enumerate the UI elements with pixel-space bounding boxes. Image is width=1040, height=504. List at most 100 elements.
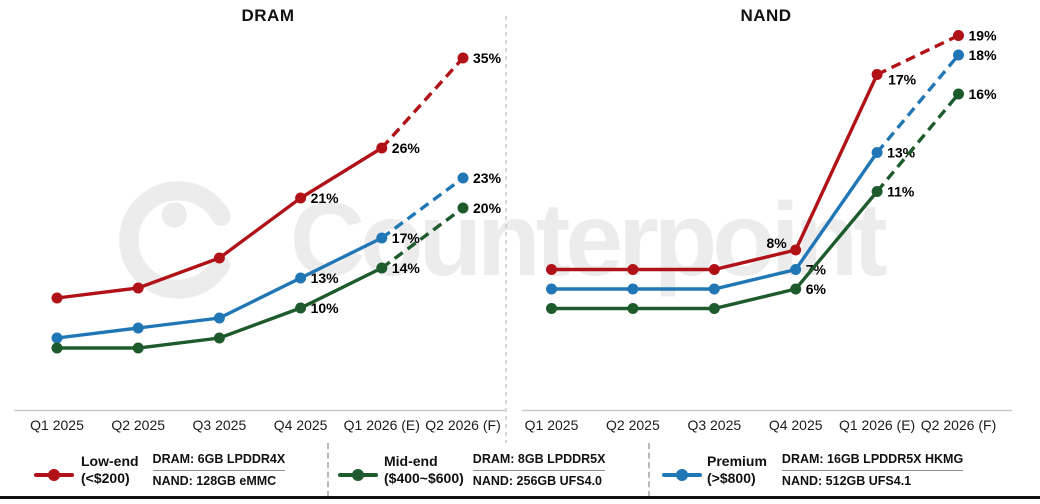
premium-data-point (871, 147, 883, 158)
bottom-divider (0, 495, 1040, 499)
mid-end-data-label: 11% (887, 184, 915, 200)
mid-end-dot-icon (352, 469, 364, 481)
x-axis-label: Q4 2025 (769, 417, 823, 433)
mid-end-data-label: 20% (473, 200, 502, 216)
panel-nand: Q1 2025 Q2 2025 Q3 2025 Q4 2025 Q1 2026 (E) Q… (522, 28, 1012, 433)
mid-end-data-point (132, 342, 144, 354)
premium-data-point (295, 272, 307, 284)
legend-tier-premium: Premium (>$800) (707, 453, 767, 488)
x-axis-label: Q1 2026 (E) (344, 417, 420, 433)
legend-dram-spec: DRAM: 6GB LPDDR4X (152, 452, 286, 471)
mid-end-data-point (213, 332, 225, 344)
x-axis-label: Q1 2026 (E) (839, 417, 915, 433)
low-end-line-actual (551, 73, 879, 272)
x-axis-label: Q2 2026 (F) (425, 417, 500, 433)
mid-end-data-label: 14% (392, 260, 421, 276)
x-axis-label: Q4 2025 (274, 417, 328, 433)
premium-data-point (708, 283, 720, 295)
low-end-data-point (132, 282, 144, 294)
legend-entry-mid-end: Mid-end ($400~$600) DRAM: 8GB LPDDR5X NA… (327, 443, 648, 497)
low-end-data-label: 19% (969, 28, 998, 44)
x-axis-label: Q3 2025 (687, 417, 741, 433)
legend-tier-name: Mid-end (384, 452, 438, 469)
mid-end-data-label: 16% (969, 86, 998, 102)
x-axis-label: Q2 2025 (606, 417, 660, 433)
premium-data-label: 18% (969, 47, 998, 63)
mid-end-data-point (627, 303, 639, 314)
legend-nand-spec: NAND: 256GB UFS4.0 (472, 473, 602, 488)
mid-end-data-point (51, 342, 63, 354)
premium-line-forecast (380, 176, 465, 240)
mid-end-data-point (457, 202, 469, 214)
panel-dram: Q1 2025 Q2 2025 Q3 2025 Q4 2025 Q1 2026 (E) Q… (14, 50, 505, 433)
low-end-series-marker-icon (34, 469, 74, 481)
legend-tier-mid-end: Mid-end ($400~$600) (384, 453, 464, 488)
low-end-data-label: 17% (888, 72, 917, 88)
legend-tier-range: (>$800) (707, 470, 756, 486)
mid-end-data-point (546, 303, 557, 314)
low-end-data-point (51, 292, 63, 304)
low-end-data-point (790, 244, 802, 256)
premium-data-point (790, 264, 802, 275)
low-end-data-label: 26% (392, 140, 421, 156)
low-end-dot-icon (48, 469, 60, 481)
mid-end-series-marker-icon (338, 469, 378, 481)
mid-end-data-point (376, 262, 388, 274)
legend-tier-low-end: Low-end (<$200) (81, 453, 139, 488)
mid-end-line-forecast (875, 92, 960, 193)
premium-data-point (627, 283, 639, 295)
legend-nand-spec: NAND: 128GB eMMC (152, 473, 277, 488)
legend-spec-mid-end: DRAM: 8GB LPDDR5X NAND: 256GB UFS4.0 (472, 452, 606, 488)
mid-end-line-forecast (380, 206, 465, 270)
premium-data-point (132, 322, 144, 334)
premium-data-label: 13% (311, 270, 340, 286)
x-axis-label: Q1 2025 (30, 417, 84, 433)
legend-tier-name: Low-end (81, 452, 139, 469)
legend-spec-low-end: DRAM: 6GB LPDDR4X NAND: 128GB eMMC (152, 452, 286, 488)
low-end-data-label: 21% (311, 190, 340, 206)
mid-end-data-label: 6% (806, 281, 827, 297)
premium-line-forecast (875, 53, 960, 154)
premium-data-point (51, 332, 63, 344)
x-axis-label: Q2 2026 (F) (921, 417, 996, 433)
low-end-data-label: 8% (766, 235, 787, 251)
legend: Low-end (<$200) DRAM: 6GB LPDDR4X NAND: … (0, 443, 1040, 497)
premium-data-label: 13% (887, 145, 916, 161)
premium-data-label: 17% (392, 230, 421, 246)
low-end-data-point (295, 192, 307, 204)
x-axis-label: Q3 2025 (193, 417, 247, 433)
low-end-data-point (627, 264, 639, 275)
legend-nand-spec: NAND: 512GB UFS4.1 (781, 473, 912, 488)
mid-end-data-point (790, 283, 802, 295)
low-end-data-point (871, 69, 883, 80)
low-end-data-point (708, 264, 720, 275)
legend-tier-range: ($400~$600) (384, 470, 464, 486)
legend-entry-low-end: Low-end (<$200) DRAM: 6GB LPDDR4X NAND: … (0, 443, 327, 497)
low-end-data-label: 35% (473, 50, 502, 66)
x-axis-label: Q2 2025 (111, 417, 165, 433)
premium-data-label: 23% (473, 170, 502, 186)
legend-entry-premium: Premium (>$800) DRAM: 16GB LPDDR5X HKMG … (648, 443, 1040, 497)
low-end-data-point (953, 30, 964, 41)
premium-data-label: 7% (806, 262, 827, 278)
premium-data-point (953, 49, 964, 61)
low-end-data-point (213, 252, 225, 264)
nand-panel-title: NAND (740, 6, 792, 25)
legend-dram-spec: DRAM: 16GB LPDDR5X HKMG (781, 452, 964, 471)
mid-end-data-point (295, 302, 307, 314)
low-end-data-point (546, 264, 557, 275)
premium-data-point (376, 232, 388, 244)
low-end-data-point (457, 52, 469, 64)
low-end-data-point (376, 142, 388, 154)
legend-spec-premium: DRAM: 16GB LPDDR5X HKMG NAND: 512GB UFS4… (781, 452, 964, 488)
premium-series-marker-icon (662, 469, 702, 481)
premium-dot-icon (676, 469, 688, 481)
mid-end-data-point (708, 303, 720, 314)
dram-panel-title: DRAM (241, 6, 295, 25)
mid-end-data-point (953, 88, 964, 100)
legend-dram-spec: DRAM: 8GB LPDDR5X (472, 452, 606, 471)
legend-tier-name: Premium (707, 452, 767, 469)
low-end-line-forecast (380, 56, 465, 150)
